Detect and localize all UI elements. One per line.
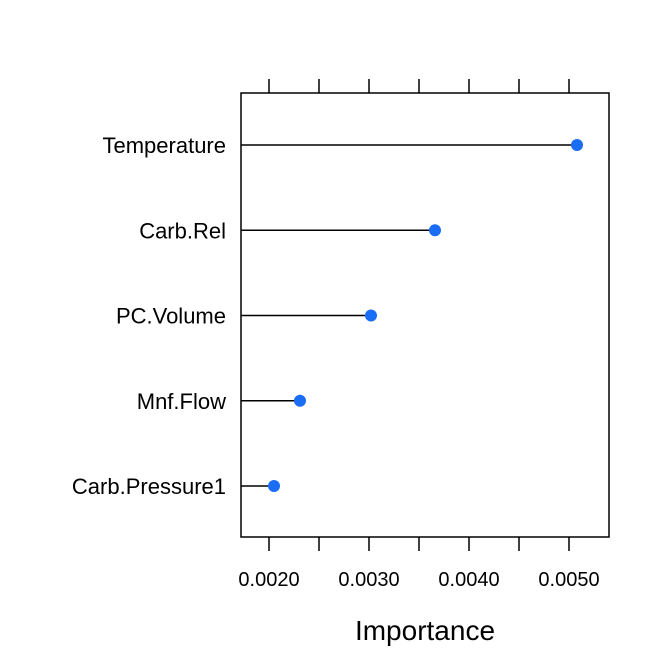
x-tick-label-1: 0.0030 <box>338 569 399 591</box>
data-series <box>241 139 583 492</box>
category-labels: Temperature Carb.Rel PC.Volume Mnf.Flow Carb… <box>72 133 226 499</box>
x-tick-label-2: 0.0040 <box>438 569 499 591</box>
point-4 <box>268 480 280 492</box>
point-0 <box>571 139 583 151</box>
x-tick-labels: 0.0020 0.0030 0.0040 0.0050 <box>238 569 599 591</box>
bottom-axis-ticks <box>268 537 570 551</box>
top-axis-ticks <box>268 79 570 93</box>
x-tick-label-3: 0.0050 <box>538 569 599 591</box>
x-axis-title: Importance <box>355 615 495 646</box>
x-tick-label-0: 0.0020 <box>238 569 299 591</box>
point-1 <box>429 224 441 237</box>
point-3 <box>294 394 306 407</box>
category-label-1: Carb.Rel <box>139 218 226 243</box>
category-label-4: Carb.Pressure1 <box>72 474 226 499</box>
category-label-2: PC.Volume <box>116 304 226 329</box>
point-2 <box>365 309 377 322</box>
category-label-0: Temperature <box>102 133 226 158</box>
category-label-3: Mnf.Flow <box>137 389 226 414</box>
